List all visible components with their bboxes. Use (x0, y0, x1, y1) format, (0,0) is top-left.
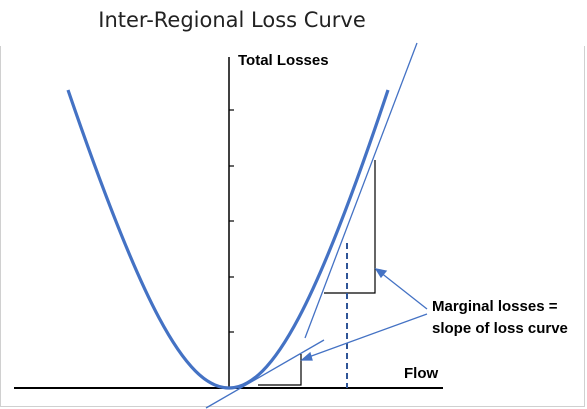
chart-title: Inter-Regional Loss Curve (98, 8, 366, 32)
y-axis-ticks (229, 109, 234, 333)
tangent-line-shallow (205, 339, 325, 409)
loss-curve (66, 89, 390, 390)
y-axis-label: Total Losses (238, 52, 329, 69)
x-axis-label: Flow (404, 365, 438, 382)
annotation-line-2: slope of loss curve (432, 320, 568, 337)
slope-triangle-small (258, 354, 302, 386)
annotation-line-1: Marginal losses = (432, 298, 558, 315)
slope-triangle-large (324, 160, 376, 294)
tangent-line-steep (304, 42, 418, 339)
plot-frame (0, 46, 585, 407)
annotation-pointers (300, 268, 428, 361)
